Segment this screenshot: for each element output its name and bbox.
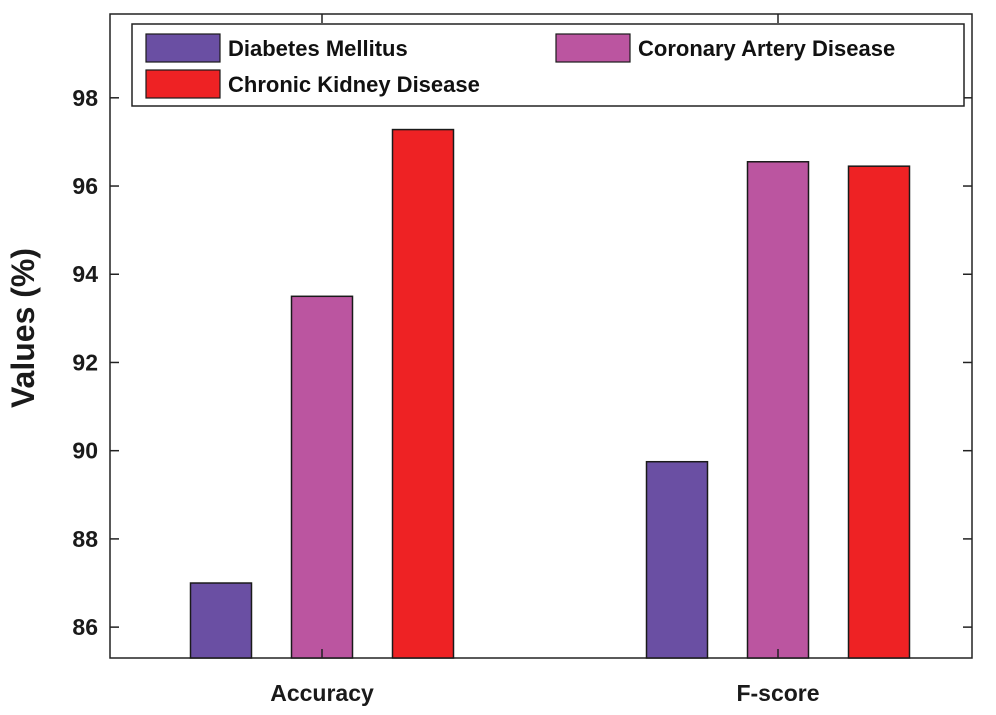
bar-coronary-artery-disease-f-score — [746, 161, 810, 659]
y-tick-label: 98 — [72, 85, 98, 111]
y-tick-label: 92 — [72, 349, 98, 375]
legend-box — [131, 23, 965, 107]
legend-swatch — [555, 33, 631, 63]
legend-swatch — [145, 69, 221, 99]
bar-chronic-kidney-disease-f-score — [847, 165, 911, 659]
plot-area — [109, 13, 973, 659]
x-tick-label: Accuracy — [270, 680, 374, 706]
x-tick-label: F-score — [736, 680, 819, 706]
bar-diabetes-mellitus-f-score — [645, 460, 709, 659]
x-axis: Accuracy F-score — [270, 14, 820, 706]
y-tick-label: 90 — [72, 438, 98, 464]
bar-coronary-artery-disease-accuracy — [290, 295, 354, 659]
legend-label: Coronary Artery Disease — [638, 36, 895, 61]
y-axis-title: Values (%) — [5, 248, 41, 408]
legend-swatch — [145, 33, 221, 63]
y-tick-label: 86 — [72, 614, 98, 640]
y-axis: 86 88 90 92 94 96 98 — [72, 85, 972, 640]
legend-label: Diabetes Mellitus — [228, 36, 408, 61]
y-tick-label: 96 — [72, 173, 98, 199]
legend-label: Chronic Kidney Disease — [228, 72, 480, 97]
bar-diabetes-mellitus-accuracy — [189, 582, 253, 659]
bar-chronic-kidney-disease-accuracy — [391, 128, 455, 659]
legend: Diabetes Mellitus Coronary Artery Disease… — [131, 23, 965, 107]
bars — [189, 128, 911, 659]
y-tick-label: 94 — [72, 261, 98, 287]
y-tick-label: 88 — [72, 526, 98, 552]
